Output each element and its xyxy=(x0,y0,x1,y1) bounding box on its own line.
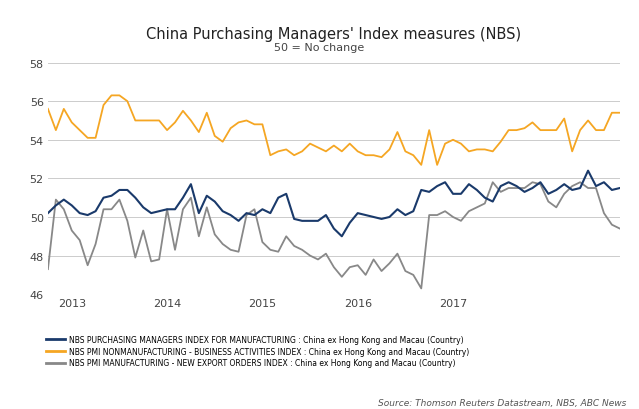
Text: 50 = No change: 50 = No change xyxy=(274,43,365,53)
Title: China Purchasing Managers' Index measures (NBS): China Purchasing Managers' Index measure… xyxy=(146,27,521,41)
Text: Source: Thomson Reuters Datastream, NBS, ABC News: Source: Thomson Reuters Datastream, NBS,… xyxy=(378,398,626,407)
Legend: NBS PURCHASING MANAGERS INDEX FOR MANUFACTURING : China ex Hong Kong and Macau (: NBS PURCHASING MANAGERS INDEX FOR MANUFA… xyxy=(46,335,469,368)
